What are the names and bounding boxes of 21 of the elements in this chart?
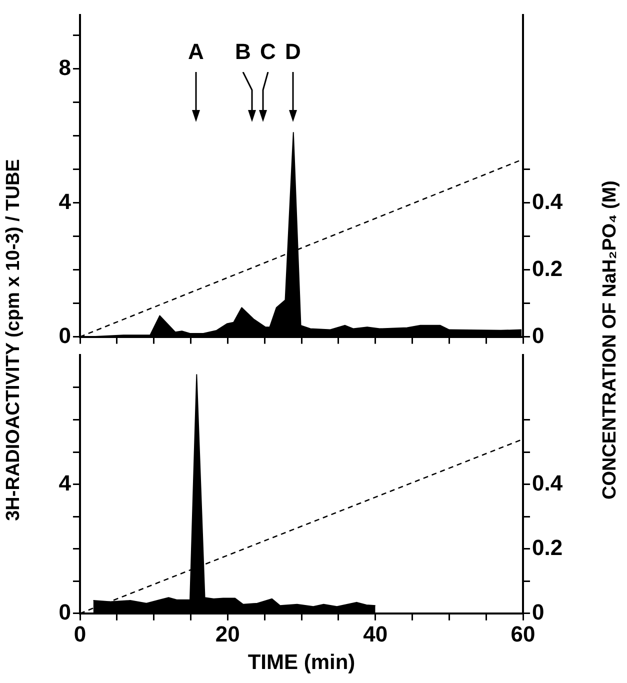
y2-tick-label: 0.4 (532, 470, 564, 496)
y2-tick-label: 0.2 (532, 534, 563, 560)
x-axis-title: TIME (min) (248, 651, 356, 674)
y2-tick-label: 0 (532, 599, 544, 624)
y-tick-label: 0 (58, 599, 71, 624)
y2-tick-label: 0.4 (532, 188, 564, 214)
y-tick-label: 4 (58, 188, 72, 214)
y-axis-title: 3H-RADIOACTIVITY (cpm x 10-3) / TUBE (2, 159, 25, 521)
annotation: A (188, 39, 204, 64)
annotation: D (285, 39, 301, 64)
y2-axis-title: CONCENTRATION OF NaH₂PO₄ (M) (599, 180, 622, 500)
y2-tick-label: 0 (532, 322, 544, 348)
annotation: B (235, 39, 251, 64)
y-tick-label: 8 (58, 54, 71, 80)
x-tick-label: 60 (510, 622, 536, 647)
annotation: C (260, 39, 276, 64)
y-tick-label: 4 (58, 470, 72, 496)
x-tick-label: 40 (363, 622, 388, 647)
x-tick-label: 20 (215, 622, 240, 647)
y-tick-label: 0 (58, 322, 71, 348)
y2-tick-label: 0.2 (532, 256, 563, 281)
